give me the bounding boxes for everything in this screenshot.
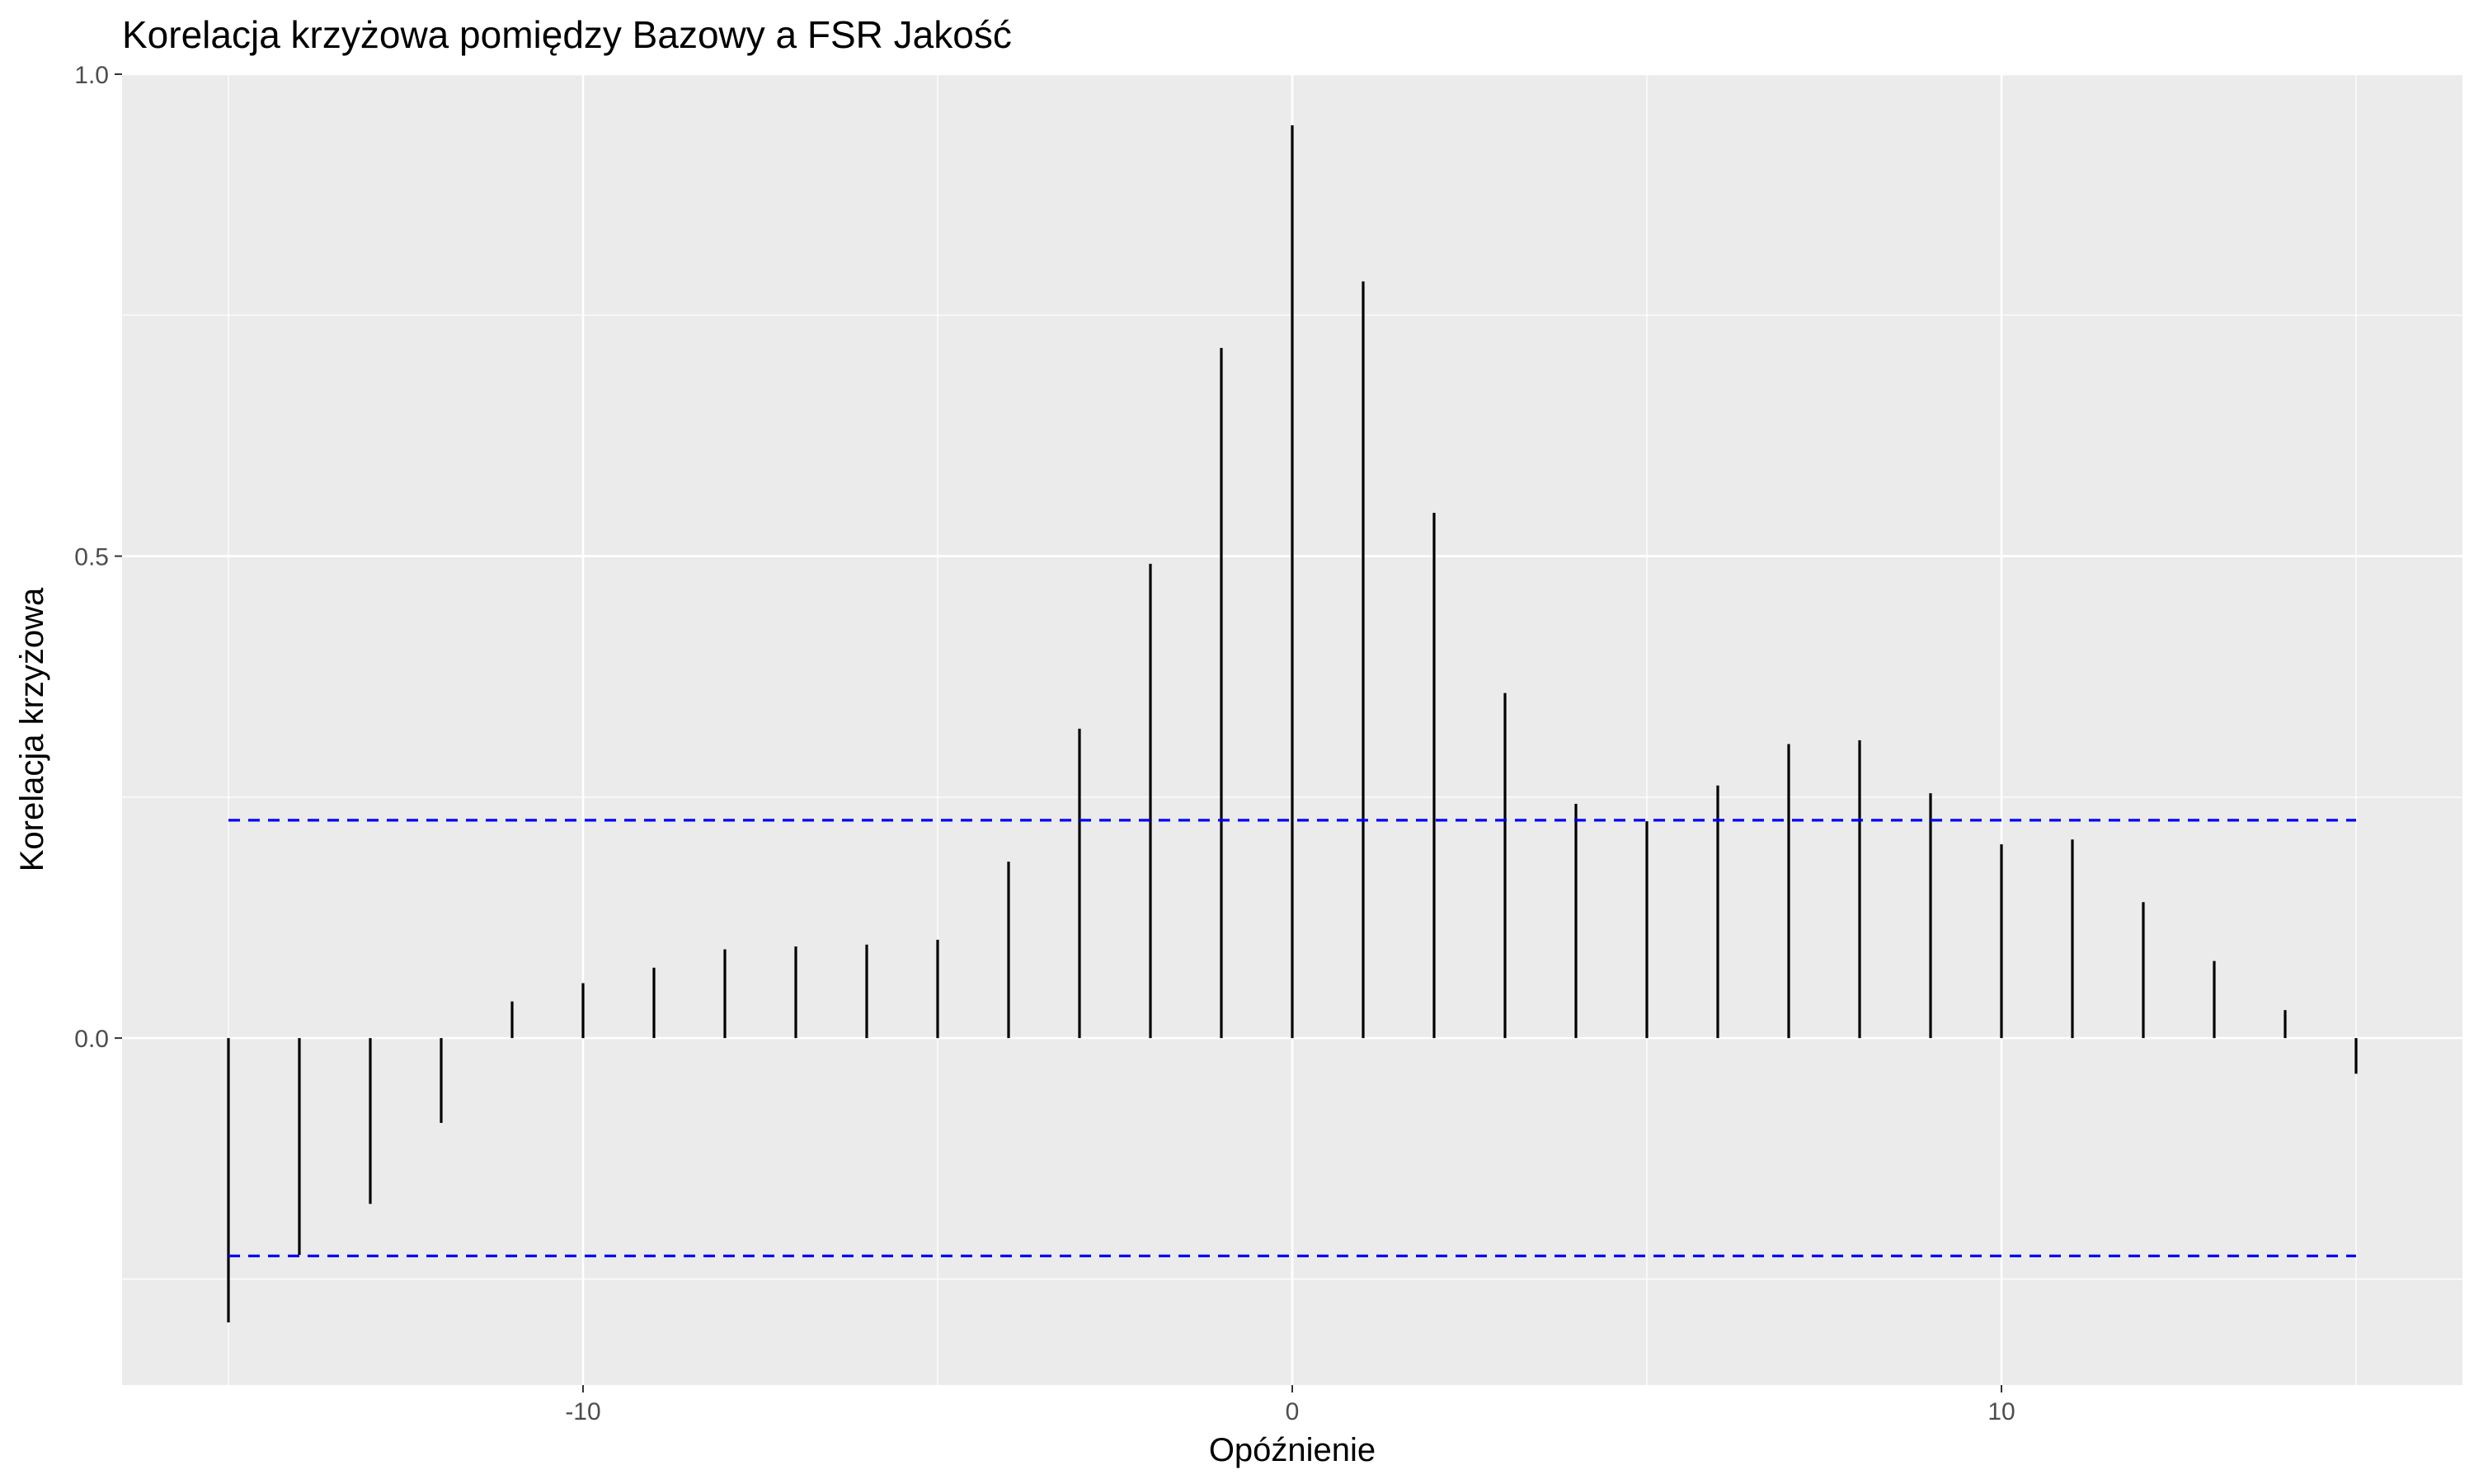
x-tick-label: 0	[1286, 1398, 1300, 1425]
x-tick-label: 10	[1987, 1398, 2015, 1425]
y-axis-ticks: 0.0 0.5 1.0	[74, 62, 122, 1053]
x-tick-label: -10	[565, 1398, 600, 1425]
correlation-bars	[227, 124, 2358, 1323]
confidence-bounds	[228, 819, 2356, 1257]
y-axis-title: Korelacja krzyżowa	[14, 587, 50, 871]
y-tick-label: 1.0	[74, 62, 109, 89]
chart-title: Korelacja krzyżowa pomiędzy Bazowy a FSR…	[122, 13, 1012, 56]
x-axis-ticks: -10 0 10	[565, 1385, 2015, 1425]
y-tick-label: 0.0	[74, 1026, 109, 1053]
y-tick-label: 0.5	[74, 544, 109, 571]
x-axis-title: Opóźnienie	[1209, 1432, 1376, 1468]
